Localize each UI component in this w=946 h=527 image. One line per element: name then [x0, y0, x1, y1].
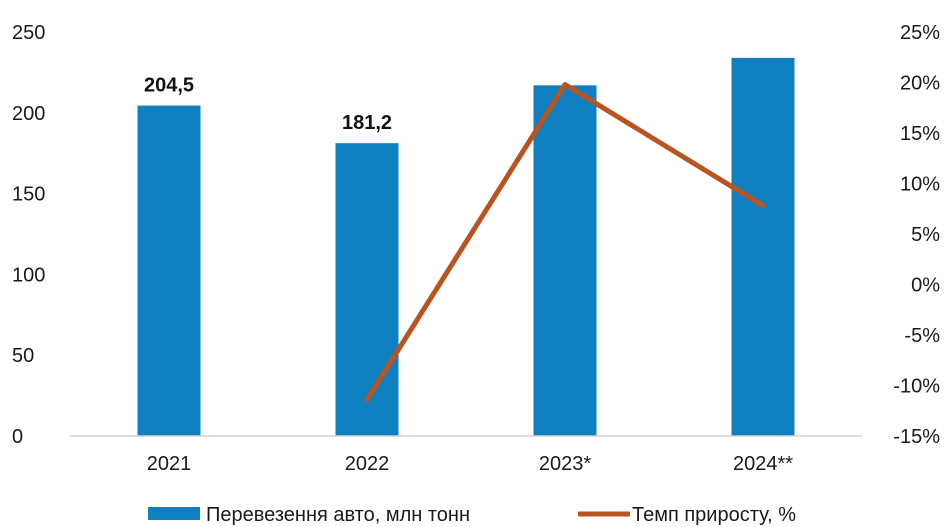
right-axis-tick-label: -10%: [893, 376, 940, 398]
right-axis-tick-label: 15%: [900, 123, 940, 145]
left-axis-tick-label: 50: [12, 345, 34, 367]
right-axis-tick-label: 20%: [900, 73, 940, 95]
line-series: [364, 82, 766, 403]
left-axis-tick-label: 250: [12, 22, 45, 44]
data-labels: 204,5 181,2: [144, 75, 392, 135]
legend-line-label: Темп приросту, %: [632, 504, 796, 526]
right-axis-tick-label: -5%: [904, 325, 940, 347]
left-axis-tick-label: 100: [12, 264, 45, 286]
right-axis-tick-label: -15%: [893, 426, 940, 448]
left-axis-tick-label: 150: [12, 184, 45, 206]
legend: Перевезення авто, млн тонн Темп приросту…: [148, 504, 796, 526]
bar: [137, 105, 201, 436]
right-axis-tick-label: 25%: [900, 22, 940, 44]
bar: [335, 143, 399, 437]
right-axis-tick-label: 5%: [911, 224, 940, 246]
x-axis-tick-label: 2022: [345, 453, 390, 475]
right-axis-tick-label: 0%: [911, 275, 940, 297]
right-axis-tick-label: 10%: [900, 174, 940, 196]
legend-bar-swatch: [148, 507, 200, 520]
x-axis-tick-label: 2023*: [539, 453, 591, 475]
x-axis-ticks: 2021 2022 2023* 2024**: [147, 453, 793, 475]
bar: [731, 57, 795, 437]
left-axis-ticks: 0 50 100 150 200 250: [12, 22, 45, 448]
x-axis-tick-label: 2021: [147, 453, 192, 475]
left-axis-tick-label: 200: [12, 103, 45, 125]
bar: [533, 85, 597, 436]
bar-series: [137, 57, 795, 437]
bar-data-label: 204,5: [144, 75, 194, 97]
x-axis-tick-label: 2024**: [733, 453, 793, 475]
right-axis-ticks: -15% -10% -5% 0% 5% 10% 15% 20% 25%: [893, 22, 940, 448]
growth-rate-line: [364, 82, 766, 403]
bar-data-label: 181,2: [342, 112, 392, 134]
left-axis-tick-label: 0: [12, 426, 23, 448]
legend-bar-label: Перевезення авто, млн тонн: [206, 504, 470, 526]
